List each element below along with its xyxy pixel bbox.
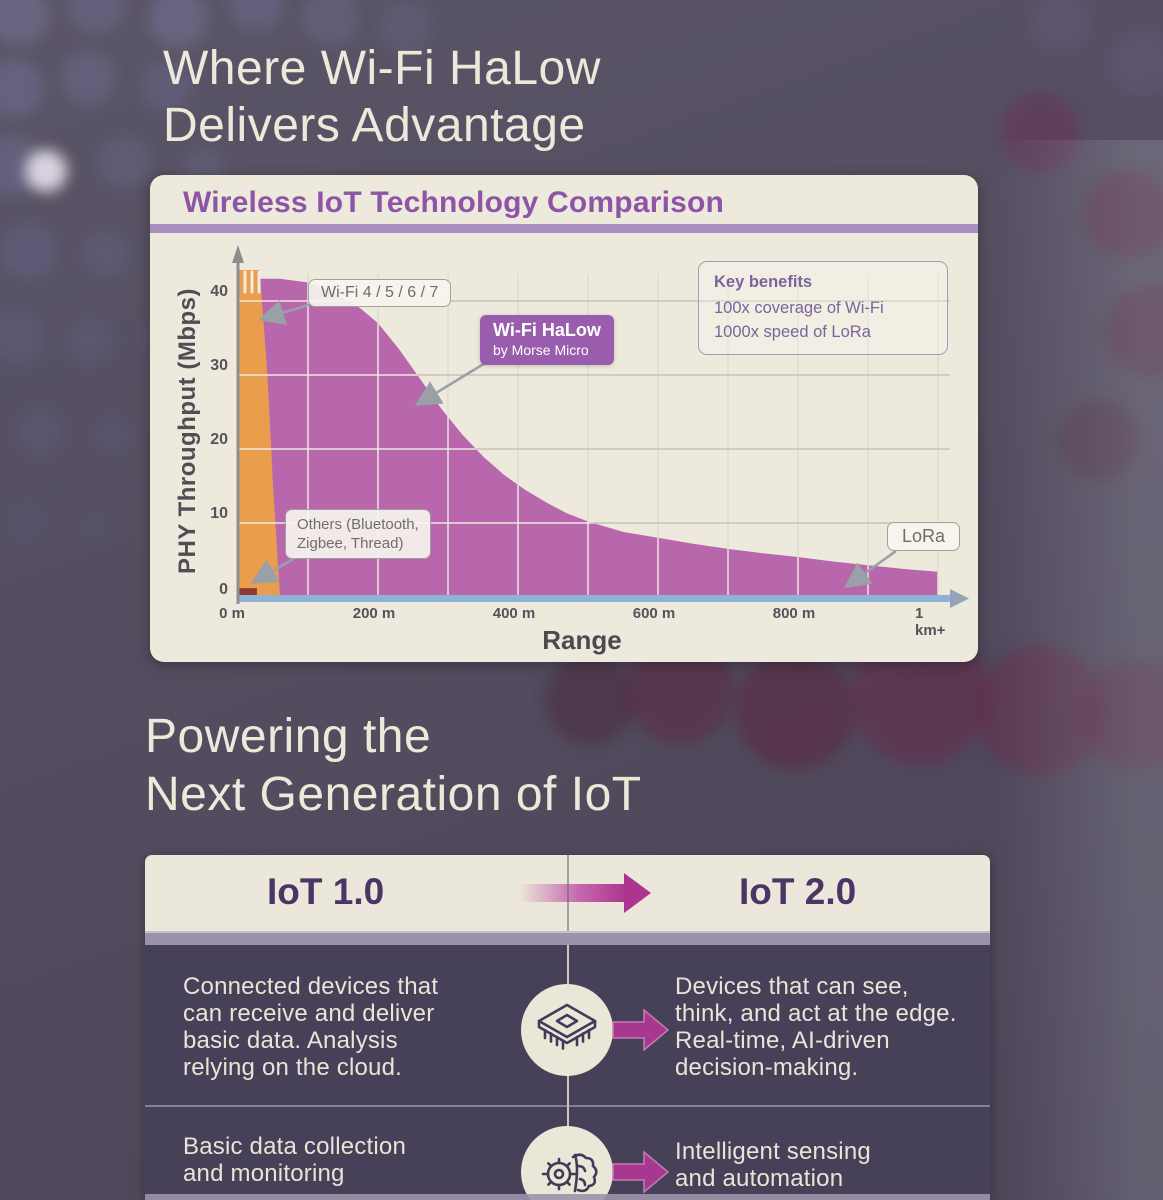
section-title-line1: Powering the	[145, 710, 432, 763]
iot1-header: IoT 1.0	[267, 871, 385, 912]
section-title-line2: Next Generation of IoT	[145, 768, 642, 821]
halow-callout-title: Wi-Fi HaLow	[493, 320, 601, 340]
chart-title-underline	[150, 224, 978, 233]
row2-iot1-text: Basic data collection and monitoring	[183, 1133, 406, 1187]
halow-callout-subtitle: by Morse Micro	[493, 342, 589, 358]
table-bottom-strip	[145, 1194, 990, 1200]
key-benefit-1: 100x coverage of Wi-Fi	[714, 299, 884, 317]
key-benefit-2: 1000x speed of LoRa	[714, 323, 871, 341]
y-axis-ticks: 0 10 20 30 40	[180, 175, 228, 662]
iot2-header: IoT 2.0	[739, 871, 857, 912]
others-line2: Zigbee, Thread)	[297, 535, 404, 552]
wifi-halow-callout: Wi-Fi HaLow by Morse Micro	[480, 315, 614, 365]
x-tick-0m: 0 m	[219, 605, 245, 622]
row1-iot1-text: Connected devices that can receive and d…	[183, 973, 439, 1081]
page-title: Where Wi-Fi HaLow Delivers Advantage	[163, 40, 601, 154]
row2-iot2-text: Intelligent sensing and automation	[675, 1138, 871, 1192]
iot-table-header: IoT 1.0 IoT 2.0	[145, 855, 990, 931]
gear-brain-icon	[521, 1126, 670, 1200]
x-tick-400m: 400 m	[492, 605, 536, 622]
others-callout-arrow	[250, 553, 301, 584]
transition-arrow-head	[624, 873, 651, 913]
row1-iot2-text: Devices that can see, think, and act at …	[675, 973, 957, 1081]
y-tick-40: 40	[210, 283, 228, 300]
x-tick-1km: 1 km+	[915, 605, 946, 639]
iot-table-body: Connected devices that can receive and d…	[145, 945, 990, 1200]
halow-callout-arrow	[414, 355, 496, 407]
chart-panel: Wireless IoT Technology Comparison PHY T…	[150, 175, 978, 662]
wifi-callout-arrow	[258, 300, 319, 326]
header-accent-strip	[145, 931, 990, 945]
section-title: Powering the Next Generation of IoT	[145, 708, 642, 824]
x-tick-800m: 800 m	[772, 605, 816, 622]
x-axis-title: Range	[542, 625, 622, 655]
lora-callout-arrow	[843, 549, 897, 589]
y-tick-30: 30	[210, 357, 228, 374]
page-title-line1: Where Wi-Fi HaLow	[163, 42, 601, 95]
others-line1: Others (Bluetooth,	[297, 516, 419, 533]
chip-icon	[521, 984, 670, 1076]
lora-callout: LoRa	[887, 522, 961, 551]
key-benefits-title: Key benefits	[714, 273, 813, 291]
key-benefits-box: Key benefits 100x coverage of Wi-Fi 1000…	[698, 261, 948, 355]
header-divider	[567, 855, 569, 931]
callout-arrows	[250, 300, 897, 589]
chart-title: Wireless IoT Technology Comparison	[183, 186, 725, 219]
y-tick-10: 10	[210, 505, 228, 522]
x-tick-600m: 600 m	[632, 605, 676, 622]
row-divider	[145, 1105, 990, 1107]
y-tick-20: 20	[210, 431, 228, 448]
others-callout: Others (Bluetooth, Zigbee, Thread)	[285, 509, 431, 559]
page-title-line2: Delivers Advantage	[163, 99, 586, 152]
iot-comparison-table: IoT 1.0 IoT 2.0 Connected devices that c…	[145, 855, 990, 1200]
wifi-4567-callout: Wi-Fi 4 / 5 / 6 / 7	[308, 279, 452, 307]
x-tick-200m: 200 m	[352, 605, 396, 622]
comparison-chart	[232, 245, 969, 608]
y-tick-0: 0	[219, 581, 228, 598]
transition-arrow-icon	[519, 884, 625, 902]
